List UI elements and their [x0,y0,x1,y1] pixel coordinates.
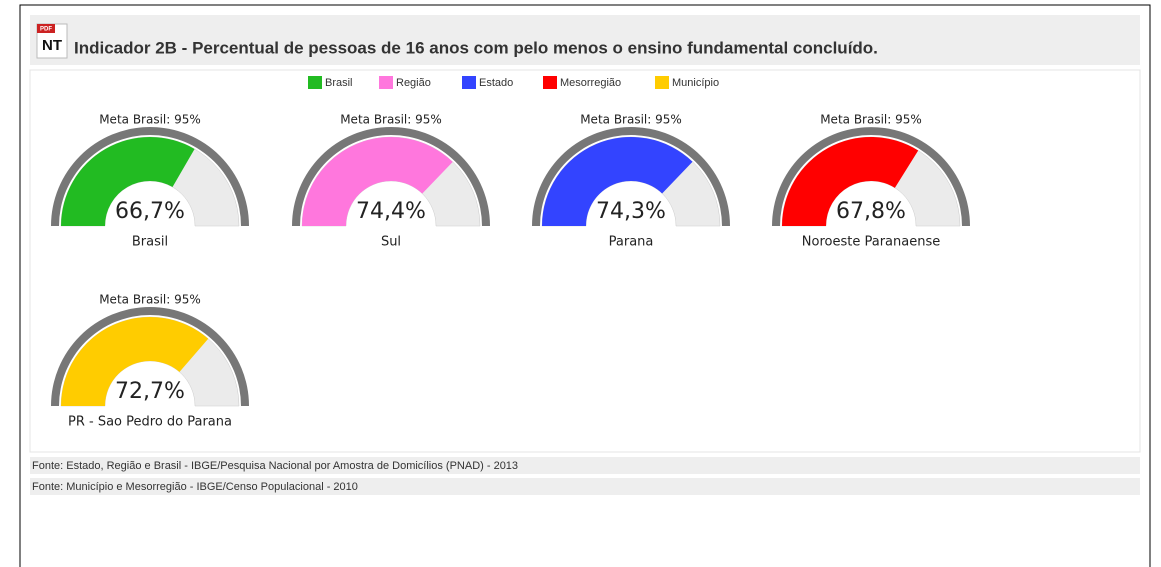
gauge-value [302,137,453,226]
legend-label: Brasil [325,77,353,89]
gauge-label: Parana [609,235,654,250]
gauge-label: PR - Sao Pedro do Parana [68,415,232,430]
pdf-icon-tag [37,24,55,33]
legend-swatch [308,76,322,89]
legend-label: Estado [479,77,513,89]
gauge-label: Noroeste Paranaense [802,235,940,250]
gauge-title: Meta Brasil: 95% [580,113,682,127]
footer-source: Fonte: Município e Mesorregião - IBGE/Ce… [32,481,358,493]
legend-swatch [379,76,393,89]
gauge-value [61,316,209,406]
legend-label: Município [672,77,719,89]
gauge-value-label: 74,3% [596,199,666,224]
footer-band [30,457,1140,474]
gauge-title: Meta Brasil: 95% [340,113,442,127]
gauge-value-label: 67,8% [836,199,906,224]
page-title: Indicador 2B - Percentual de pessoas de … [74,38,878,57]
legend-swatch [543,76,557,89]
gauge-value-label: 72,7% [115,379,185,404]
header-band [30,15,1140,65]
legend-label: Mesorregião [560,77,621,89]
gauge-label: Brasil [132,235,168,250]
legend: Brasil Região Estado Mesorregião Município [308,76,719,89]
gauge-value-label: 74,4% [356,199,426,224]
gauge-title: Meta Brasil: 95% [820,113,922,127]
gauges: Meta Brasil: 95% 66,7% Brasil Meta Brasil: … [51,113,970,430]
legend-swatch [462,76,476,89]
gauge-value-label: 66,7% [115,199,185,224]
legend-swatch [655,76,669,89]
gauge-value [61,137,195,226]
gauge-value [542,136,693,226]
legend-label: Região [396,77,431,89]
gauge-title: Meta Brasil: 95% [99,293,201,307]
gauge-label: Sul [381,235,401,250]
footer-band [30,478,1140,495]
pdf-icon-label: NT [42,37,62,54]
pdf-icon-top: PDF [40,27,52,33]
gauge-title: Meta Brasil: 95% [99,113,201,127]
footer-source: Fonte: Estado, Região e Brasil - IBGE/Pe… [32,460,518,472]
gauge-value [782,137,919,226]
